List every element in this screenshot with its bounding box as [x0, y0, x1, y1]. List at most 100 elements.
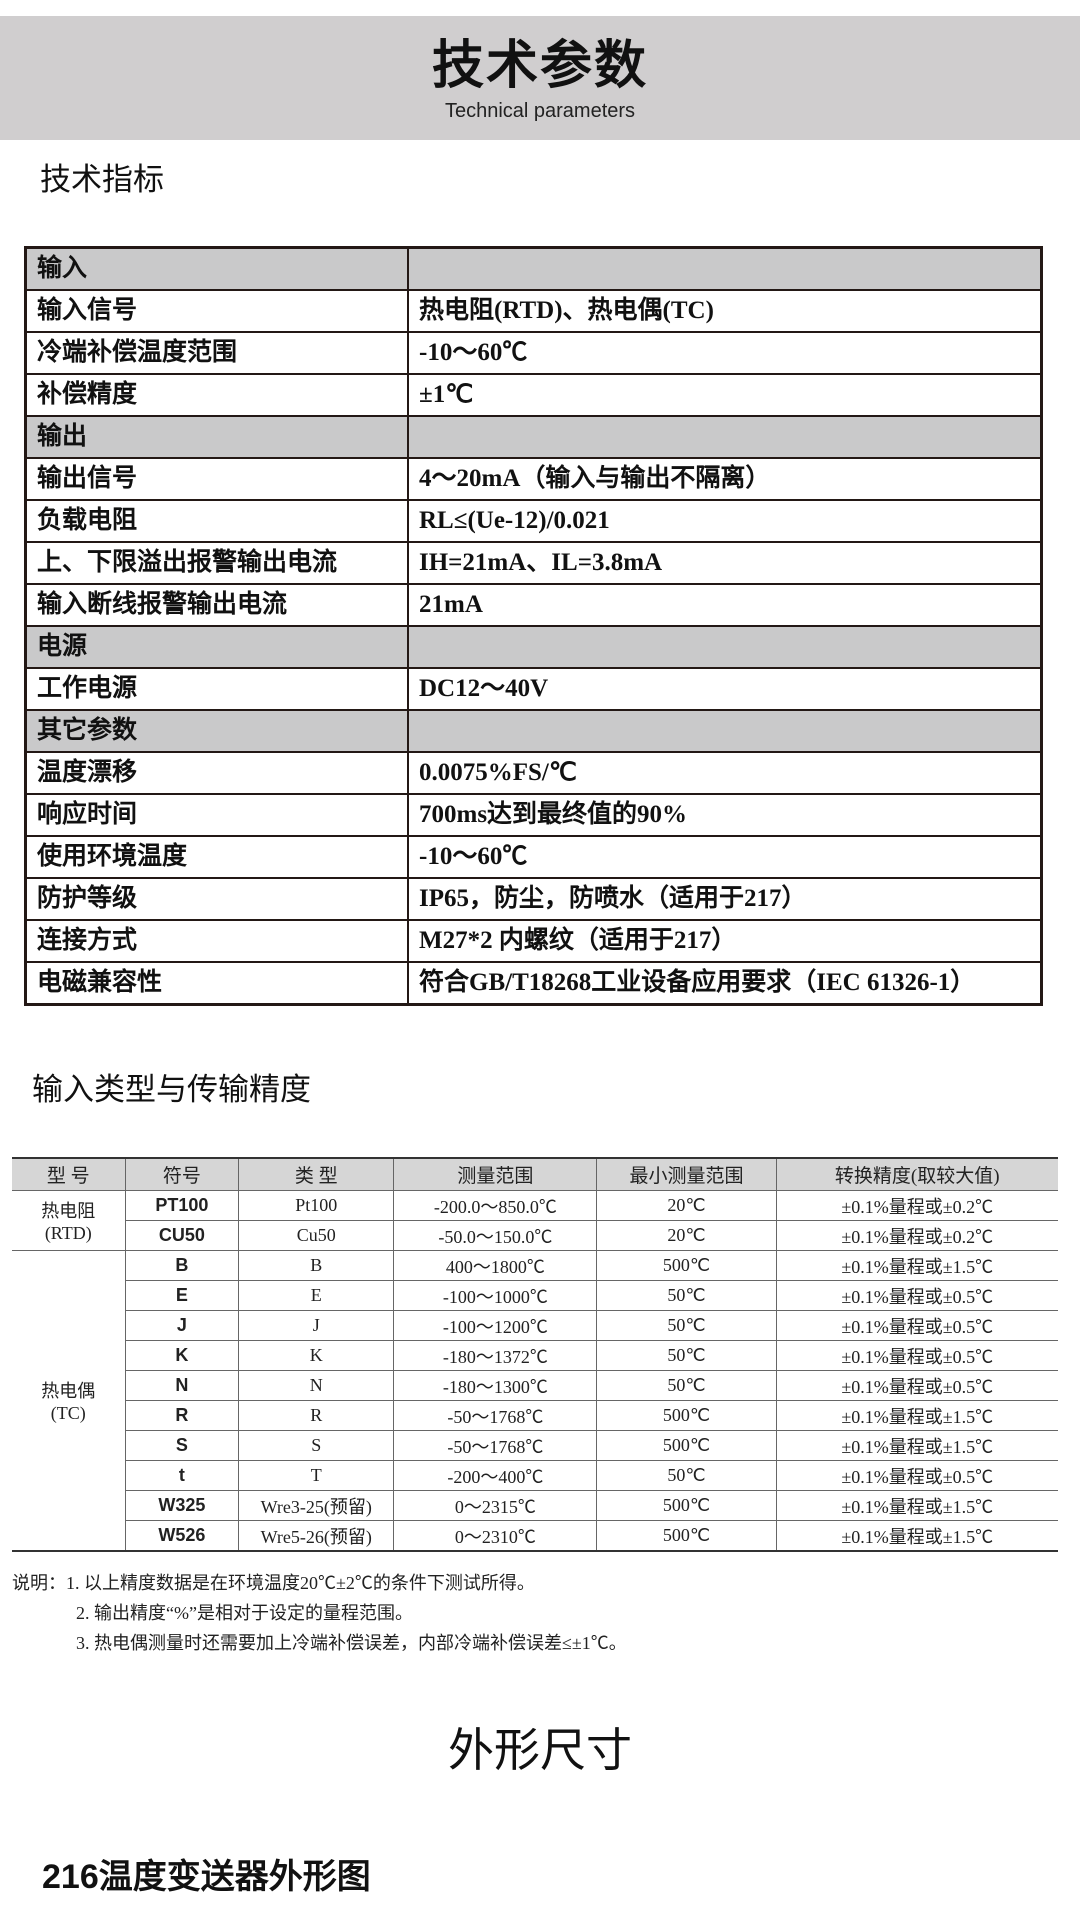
- spec-row: 输入信号 热电阻(RTD)、热电偶(TC): [24, 289, 1043, 333]
- accuracy-cell: ±0.1%量程或±1.5℃: [775, 1400, 1058, 1431]
- accuracy-cell: ±0.1%量程或±1.5℃: [775, 1490, 1058, 1521]
- accuracy-cell: ±0.1%量程或±0.2℃: [775, 1190, 1058, 1221]
- spec-key: 其它参数: [24, 709, 409, 753]
- accuracy-cell: ±0.1%量程或±0.5℃: [775, 1460, 1058, 1491]
- spec-value: 21mA: [407, 583, 1043, 627]
- spec-key: 使用环境温度: [24, 835, 409, 879]
- spec-key: 补偿精度: [24, 373, 409, 417]
- range-cell: -50.0～150.0℃: [393, 1220, 598, 1251]
- spec-value: 热电阻(RTD)、热电偶(TC): [407, 289, 1043, 333]
- spec-row: 工作电源 DC12～40V: [24, 667, 1043, 711]
- type-cell: Pt100: [238, 1190, 395, 1221]
- min-range-cell: 20℃: [596, 1220, 777, 1251]
- spec-row: 连接方式 M27*2 内螺纹（适用于217）: [24, 919, 1043, 963]
- type-cell: T: [238, 1460, 395, 1491]
- spec-key: 电源: [24, 625, 409, 669]
- spec-section-row: 输入: [24, 246, 1043, 291]
- group-cell: 热电阻 (RTD): [12, 1190, 126, 1251]
- min-range-cell: 500℃: [596, 1250, 777, 1281]
- spec-key: 连接方式: [24, 919, 409, 963]
- group-name: 热电偶: [41, 1381, 96, 1401]
- spec-section-title: 技术指标: [40, 162, 164, 197]
- spec-key: 温度漂移: [24, 751, 409, 795]
- type-cell: B: [238, 1250, 395, 1281]
- accuracy-cell: ±0.1%量程或±0.5℃: [775, 1370, 1058, 1401]
- min-range-cell: 500℃: [596, 1430, 777, 1461]
- accuracy-cell: ±0.1%量程或±1.5℃: [775, 1430, 1058, 1461]
- dimensions-title: 外形尺寸: [448, 1724, 632, 1776]
- spec-value: RL≤(Ue-12)/0.021: [407, 499, 1043, 543]
- min-range-cell: 50℃: [596, 1340, 777, 1371]
- min-range-cell: 50℃: [596, 1370, 777, 1401]
- symbol-cell: K: [125, 1340, 240, 1371]
- symbol-cell: B: [124, 1250, 240, 1281]
- column-header: 类 型: [238, 1157, 395, 1191]
- group-cell: 热电偶 (TC): [12, 1250, 126, 1552]
- symbol-cell: S: [125, 1430, 240, 1461]
- range-cell: 400～1800℃: [393, 1250, 598, 1281]
- group-sub: (TC): [50, 1403, 86, 1423]
- spec-section-row: 输出: [24, 415, 1043, 459]
- spec-section-row: 电源: [24, 625, 1043, 669]
- type-cell: S: [238, 1430, 395, 1461]
- accuracy-cell: ±0.1%量程或±0.5℃: [775, 1280, 1058, 1311]
- symbol-cell: E: [125, 1280, 240, 1311]
- types-section-title: 输入类型与传输精度: [32, 1072, 311, 1107]
- spec-row: 防护等级 IP65，防尘，防喷水（适用于217）: [24, 877, 1043, 921]
- min-range-cell: 500℃: [596, 1400, 777, 1431]
- spec-row: 输出信号 4～20mA（输入与输出不隔离）: [24, 457, 1043, 501]
- spec-key: 防护等级: [24, 877, 409, 921]
- min-range-cell: 50℃: [596, 1310, 777, 1341]
- note: 3. 热电偶测量时还需要加上冷端补偿误差，内部冷端补偿误差≤±1℃。: [76, 1633, 627, 1653]
- range-cell: -180～1300℃: [393, 1370, 598, 1401]
- page-subtitle: Technical parameters: [444, 100, 636, 122]
- spec-row: 冷端补偿温度范围 -10～60℃: [24, 331, 1043, 375]
- spec-value: -10～60℃: [407, 835, 1043, 879]
- range-cell: -50～1768℃: [393, 1430, 598, 1461]
- spec-value: [407, 625, 1043, 669]
- accuracy-cell: ±0.1%量程或±0.5℃: [775, 1340, 1058, 1371]
- symbol-cell: CU50: [125, 1220, 240, 1251]
- table-row: t T -200～400℃ 50℃ ±0.1%量程或±0.5℃: [12, 1460, 1058, 1491]
- spec-key: 工作电源: [24, 667, 409, 711]
- spec-row: 温度漂移 0.0075%FS/℃: [24, 751, 1043, 795]
- notes: 说明：1. 以上精度数据是在环境温度20℃±2℃的条件下测试所得。 2. 输出精…: [12, 1568, 627, 1658]
- table-row: E E -100～1000℃ 50℃ ±0.1%量程或±0.5℃: [12, 1280, 1058, 1311]
- symbol-cell: t: [125, 1460, 240, 1491]
- column-header: 符号: [124, 1157, 240, 1191]
- table-row: W325 Wre3-25(预留) 0～2315℃ 500℃ ±0.1%量程或±1.5℃: [12, 1490, 1058, 1521]
- accuracy-cell: ±0.1%量程或±0.5℃: [775, 1310, 1058, 1341]
- table-row: R R -50～1768℃ 500℃ ±0.1%量程或±1.5℃: [12, 1400, 1058, 1431]
- spec-key: 负载电阻: [24, 499, 409, 543]
- spec-value: 700ms达到最终值的90%: [407, 793, 1043, 837]
- range-cell: -100～1200℃: [393, 1310, 598, 1341]
- spec-value: [407, 709, 1043, 753]
- column-header: 型 号: [12, 1157, 126, 1191]
- dimensions-subtitle: 216温度变送器外形图: [42, 1858, 371, 1896]
- column-header: 转换精度(取较大值): [775, 1157, 1058, 1191]
- spec-key: 响应时间: [24, 793, 409, 837]
- table-row: N N -180～1300℃ 50℃ ±0.1%量程或±0.5℃: [12, 1370, 1058, 1401]
- spec-key: 电磁兼容性: [24, 961, 409, 1006]
- spec-row: 电磁兼容性 符合GB/T18268工业设备应用要求（IEC 61326-1）: [24, 961, 1043, 1006]
- column-header: 最小测量范围: [596, 1157, 777, 1191]
- accuracy-cell: ±0.1%量程或±1.5℃: [775, 1520, 1058, 1552]
- range-cell: 0～2315℃: [393, 1490, 598, 1521]
- table-row: 热电偶 (TC) B B 400～1800℃ 500℃ ±0.1%量程或±1.5℃: [12, 1250, 1058, 1552]
- spec-table: 输入 输入信号 热电阻(RTD)、热电偶(TC) 冷端补偿温度范围 -10～60℃ 补偿精…: [24, 246, 1043, 1006]
- min-range-cell: 500℃: [596, 1520, 777, 1552]
- table-row: S S -50～1768℃ 500℃ ±0.1%量程或±1.5℃: [12, 1430, 1058, 1461]
- spec-key: 输出: [24, 415, 409, 459]
- accuracy-cell: ±0.1%量程或±1.5℃: [775, 1250, 1058, 1281]
- type-cell: J: [238, 1310, 395, 1341]
- type-cell: E: [238, 1280, 395, 1311]
- spec-value: [407, 246, 1043, 291]
- range-cell: -50～1768℃: [393, 1400, 598, 1431]
- min-range-cell: 50℃: [596, 1460, 777, 1491]
- symbol-cell: J: [125, 1310, 240, 1341]
- range-cell: 0～2310℃: [393, 1520, 598, 1552]
- spec-value: -10～60℃: [407, 331, 1043, 375]
- column-header: 测量范围: [393, 1157, 598, 1191]
- table-row: K K -180～1372℃ 50℃ ±0.1%量程或±0.5℃: [12, 1340, 1058, 1371]
- accuracy-cell: ±0.1%量程或±0.2℃: [775, 1220, 1058, 1251]
